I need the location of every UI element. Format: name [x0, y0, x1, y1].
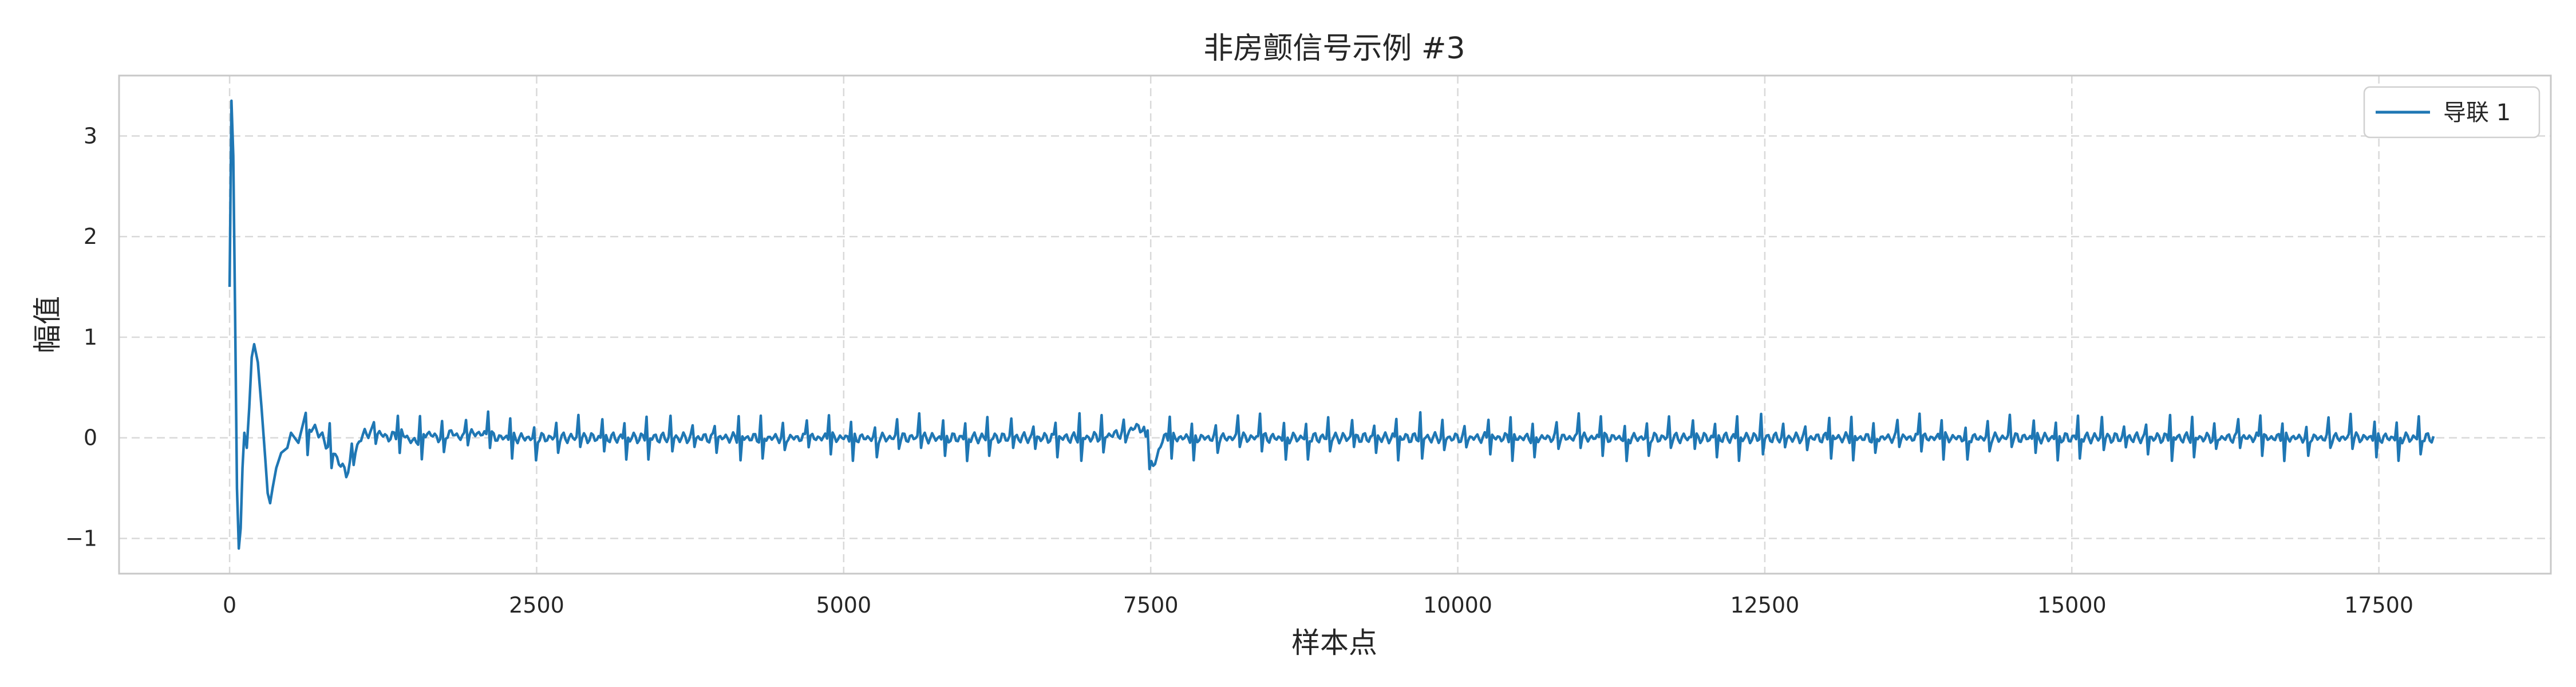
chart-title: 非房颤信号示例 #3	[1203, 31, 1465, 66]
y-tick-label: −1	[65, 526, 97, 551]
x-tick-label: 2500	[509, 593, 564, 618]
x-tick-label: 15000	[2037, 593, 2107, 618]
series-line	[228, 99, 2435, 550]
legend-label: 导联 1	[2443, 100, 2511, 126]
x-tick-label: 12500	[1730, 593, 1799, 618]
x-axis-label: 样本点	[1291, 626, 1377, 660]
x-tick-label: 5000	[816, 593, 871, 618]
y-tick-label: 0	[84, 425, 97, 451]
legend-box	[2363, 86, 2541, 139]
x-tick-label: 10000	[1423, 593, 1492, 618]
y-axis-label: 幅值	[31, 296, 64, 353]
x-tick-label: 7500	[1123, 593, 1179, 618]
x-grid	[228, 76, 2380, 574]
y-grid	[119, 135, 2551, 539]
y-tick-label: 2	[84, 224, 97, 249]
x-axis-ticks: 0 2500 5000 7500 10000 12500 15000 17500	[223, 593, 2413, 618]
legend: 导联 1	[2363, 86, 2541, 139]
y-tick-label: 3	[84, 123, 97, 148]
x-tick-label: 17500	[2344, 593, 2413, 618]
plot-frame	[118, 74, 2552, 575]
x-tick-label: 0	[223, 593, 236, 618]
y-axis-ticks: −1 0 1 2 3	[65, 123, 97, 551]
y-tick-label: 1	[84, 325, 97, 350]
